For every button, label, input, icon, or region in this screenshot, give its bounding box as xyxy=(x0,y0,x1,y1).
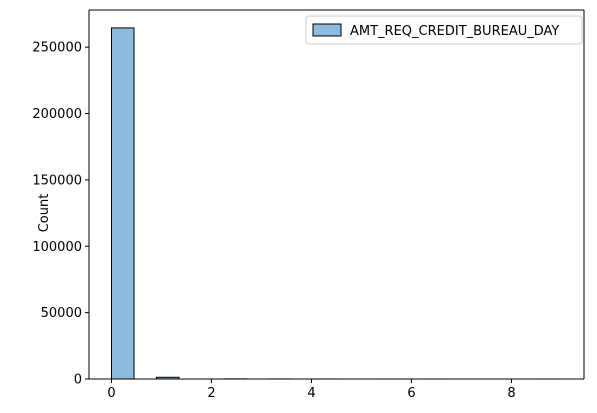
y-tick-label: 200000 xyxy=(32,107,82,122)
y-tick-label: 250000 xyxy=(32,41,82,56)
legend-frame xyxy=(305,15,583,45)
x-tick-label: 4 xyxy=(307,386,315,401)
legend: AMT_REQ_CREDIT_BUREAU_DAY xyxy=(305,15,583,45)
legend-label: AMT_REQ_CREDIT_BUREAU_DAY xyxy=(350,24,559,39)
axes-group xyxy=(88,9,585,380)
histogram-bar xyxy=(111,27,135,380)
x-ticks: 0 2 4 6 8 xyxy=(107,379,516,401)
y-tick-label: 150000 xyxy=(32,173,82,188)
x-tick-label: 8 xyxy=(507,386,515,401)
y-tick-label: 50000 xyxy=(41,306,82,321)
x-tick-label: 2 xyxy=(207,386,215,401)
x-tick-label: 0 xyxy=(107,386,115,401)
legend-swatch xyxy=(312,23,342,37)
bars-group xyxy=(111,27,562,380)
y-tick-label: 0 xyxy=(74,373,82,388)
y-tick-label: 100000 xyxy=(32,240,82,255)
y-ticks: 0 50000 100000 150000 200000 250000 xyxy=(32,41,89,388)
x-tick-label: 6 xyxy=(407,386,415,401)
y-axis-label: Count xyxy=(37,194,52,233)
